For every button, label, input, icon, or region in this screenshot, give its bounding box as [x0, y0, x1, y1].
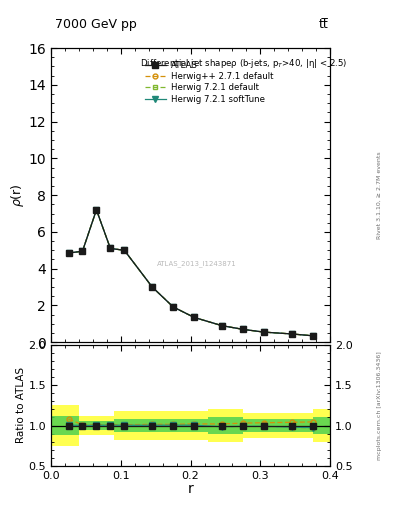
Text: tt̅: tt̅: [318, 18, 328, 31]
Text: Rivet 3.1.10, ≥ 2.7M events: Rivet 3.1.10, ≥ 2.7M events: [377, 152, 382, 239]
Text: mcplots.cern.ch [arXiv:1306.3436]: mcplots.cern.ch [arXiv:1306.3436]: [377, 351, 382, 460]
Y-axis label: Ratio to ATLAS: Ratio to ATLAS: [16, 367, 26, 443]
X-axis label: r: r: [188, 482, 193, 496]
Text: Differential jet shapeρ (b-jets, p$_T$>40, |η| < 2.5): Differential jet shapeρ (b-jets, p$_T$>4…: [140, 57, 348, 70]
Text: ATLAS_2013_I1243871: ATLAS_2013_I1243871: [157, 260, 237, 267]
Text: 7000 GeV pp: 7000 GeV pp: [55, 18, 137, 31]
Legend: ATLAS, Herwig++ 2.7.1 default, Herwig 7.2.1 default, Herwig 7.2.1 softTune: ATLAS, Herwig++ 2.7.1 default, Herwig 7.…: [145, 61, 273, 103]
Y-axis label: $\rho$(r): $\rho$(r): [9, 183, 26, 207]
